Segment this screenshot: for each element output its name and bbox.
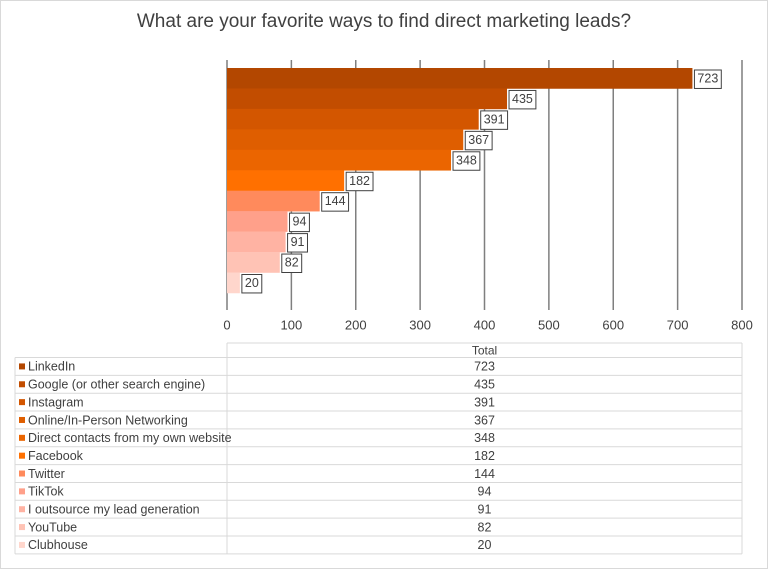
bar bbox=[227, 272, 240, 294]
x-tick-label: 600 bbox=[602, 317, 624, 332]
legend-label: Clubhouse bbox=[28, 538, 88, 552]
table-value: 391 bbox=[474, 395, 495, 409]
legend-key bbox=[19, 524, 25, 531]
legend-label: I outsource my lead generation bbox=[28, 503, 200, 517]
table-value: 723 bbox=[474, 360, 495, 374]
x-tick-label: 700 bbox=[667, 317, 689, 332]
x-tick-label: 800 bbox=[731, 317, 753, 332]
data-label: 20 bbox=[245, 276, 259, 290]
table-value: 144 bbox=[474, 467, 495, 481]
bar bbox=[227, 190, 320, 212]
legend-label: TikTok bbox=[28, 485, 64, 499]
legend-key bbox=[19, 452, 25, 459]
legend-key bbox=[19, 434, 25, 441]
data-label-box bbox=[345, 171, 374, 192]
x-tick-label: 200 bbox=[345, 317, 367, 332]
data-label: 723 bbox=[697, 72, 718, 86]
table-value: 20 bbox=[478, 538, 492, 552]
legend-key bbox=[19, 506, 25, 513]
table-value: 82 bbox=[478, 520, 492, 534]
table-value: 435 bbox=[474, 378, 495, 392]
data-label-box bbox=[480, 110, 509, 130]
data-label-box bbox=[241, 274, 263, 294]
x-tick-label: 400 bbox=[474, 317, 496, 332]
data-label: 91 bbox=[291, 235, 305, 249]
x-tick-label: 0 bbox=[223, 317, 230, 332]
legend-key bbox=[19, 363, 25, 370]
data-label: 82 bbox=[285, 256, 299, 270]
bar bbox=[227, 88, 508, 110]
bar bbox=[227, 252, 280, 273]
data-label: 182 bbox=[349, 174, 370, 188]
legend-key bbox=[19, 470, 25, 477]
table-value: 348 bbox=[474, 431, 495, 445]
legend-key bbox=[19, 381, 25, 388]
data-label: 144 bbox=[325, 194, 346, 208]
bar bbox=[227, 129, 464, 151]
table-value: 94 bbox=[478, 485, 492, 499]
data-label-box bbox=[287, 233, 308, 253]
chart-title: What are your favorite ways to find dire… bbox=[137, 11, 631, 32]
x-tick-label: 100 bbox=[281, 317, 303, 332]
legend-label: Direct contacts from my own website bbox=[28, 431, 232, 445]
data-label-box bbox=[464, 130, 493, 151]
table-value: 91 bbox=[478, 503, 492, 517]
bar bbox=[227, 149, 452, 171]
data-label: 94 bbox=[293, 215, 307, 229]
bar bbox=[227, 108, 479, 130]
data-label-box bbox=[281, 253, 303, 274]
legend-label: LinkedIn bbox=[28, 360, 75, 374]
legend-label: Instagram bbox=[28, 395, 84, 409]
bar bbox=[227, 68, 693, 89]
data-label: 348 bbox=[456, 153, 477, 167]
legend-key bbox=[19, 399, 25, 406]
legend-key bbox=[19, 541, 25, 548]
legend-key bbox=[19, 488, 25, 495]
data-label-box bbox=[289, 212, 310, 233]
table-value: 367 bbox=[474, 413, 495, 427]
bar bbox=[227, 211, 288, 232]
data-label: 391 bbox=[484, 112, 505, 126]
legend-label: Google (or other search engine) bbox=[28, 378, 205, 392]
legend-label: YouTube bbox=[28, 520, 77, 534]
data-label-box bbox=[693, 69, 722, 89]
x-tick-label: 500 bbox=[538, 317, 560, 332]
table-value: 182 bbox=[474, 449, 495, 463]
legend-key bbox=[19, 416, 25, 423]
legend-label: Online/In-Person Networking bbox=[28, 413, 188, 427]
bar bbox=[227, 231, 286, 253]
data-label-box bbox=[452, 151, 481, 171]
data-label: 435 bbox=[512, 92, 533, 106]
legend-label: Facebook bbox=[28, 449, 84, 463]
data-label-box bbox=[508, 89, 537, 110]
bar bbox=[227, 170, 345, 191]
data-label: 367 bbox=[468, 133, 489, 147]
data-label-box bbox=[321, 192, 350, 212]
legend-label: Twitter bbox=[28, 467, 65, 481]
x-tick-label: 300 bbox=[409, 317, 431, 332]
table-header: Total bbox=[472, 343, 497, 357]
